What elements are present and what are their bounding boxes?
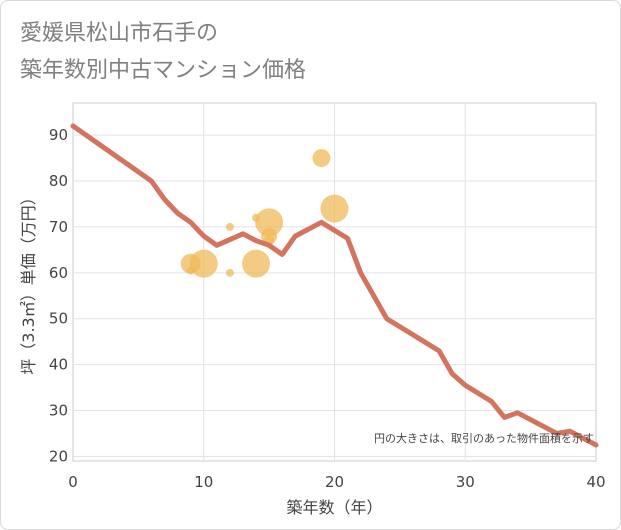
size-bubble bbox=[225, 222, 234, 231]
y-tick-label: 60 bbox=[49, 264, 68, 282]
y-axis-label: 坪（3.3㎡）単価（万円） bbox=[19, 189, 38, 374]
x-tick-label: 10 bbox=[194, 473, 213, 491]
x-axis-label: 築年数（年） bbox=[286, 498, 382, 517]
y-tick-label: 90 bbox=[49, 126, 68, 144]
size-bubble bbox=[225, 268, 234, 277]
y-tick-label: 50 bbox=[49, 310, 68, 328]
size-bubble bbox=[255, 208, 284, 237]
y-tick-label: 70 bbox=[49, 218, 68, 236]
chart-title: 愛媛県松山市石手の 築年数別中古マンション価格 bbox=[20, 15, 306, 89]
price-trend-line bbox=[70, 123, 599, 448]
size-bubble bbox=[320, 194, 349, 223]
x-tick-label: 30 bbox=[456, 473, 475, 491]
y-tick-label: 30 bbox=[49, 402, 68, 420]
size-bubble bbox=[312, 149, 331, 168]
bubble-series bbox=[180, 149, 349, 278]
y-tick-label: 80 bbox=[49, 172, 68, 190]
grid-lines bbox=[73, 103, 596, 461]
y-tick-label: 20 bbox=[49, 447, 68, 465]
size-bubble bbox=[189, 249, 218, 278]
size-note: 円の大きさは、取引のあった物件面積を示す bbox=[374, 431, 594, 445]
size-bubble bbox=[242, 249, 271, 278]
chart-title-line-2: 築年数別中古マンション価格 bbox=[20, 58, 307, 83]
y-tick-label: 40 bbox=[49, 356, 68, 374]
x-tick-label: 0 bbox=[68, 473, 78, 491]
x-tick-label: 20 bbox=[325, 473, 344, 491]
x-tick-label: 40 bbox=[586, 473, 605, 491]
chart-title-line-1: 愛媛県松山市石手の bbox=[20, 21, 219, 46]
axis-ticks: 0 10 20 30 40 20 30 40 50 60 70 80 90 bbox=[49, 126, 606, 491]
